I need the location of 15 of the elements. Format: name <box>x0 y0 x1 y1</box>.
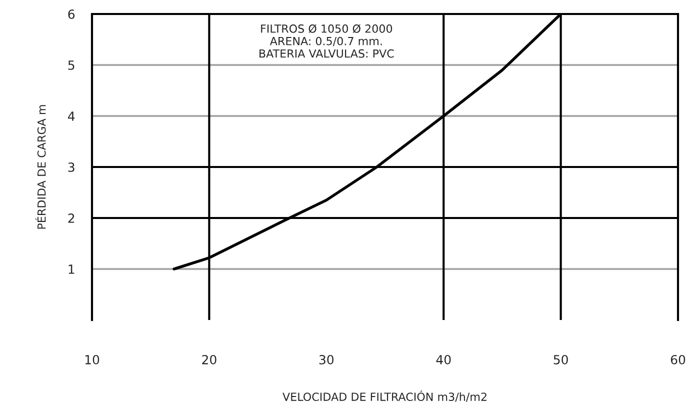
y-tick-label: 3 <box>68 162 74 172</box>
x-tick-label: 10 <box>85 354 100 364</box>
y-tick-label: 1 <box>68 264 74 274</box>
y-tick-label: 6 <box>68 9 75 19</box>
y-axis-title: PÉRDIDA DE CARGA m <box>35 105 46 229</box>
x-tick-label: 30 <box>319 354 334 364</box>
x-tick-label: 20 <box>202 354 216 364</box>
y-tick-label: 4 <box>68 112 75 121</box>
x-tick-label: 40 <box>436 354 451 364</box>
annotation: FILTROS Ø 1050 Ø 2000 ARENA: 0.5/0.7 mm. BATERIA VALVULAS: PVC <box>260 24 394 58</box>
x-axis-title: VELOCIDAD DE FILTRACIÓN m3/h/m2 <box>282 390 486 402</box>
y-tick-label: 5 <box>68 60 74 70</box>
y-tick-label: 2 <box>68 213 74 223</box>
x-tick-label: 60 <box>670 354 686 364</box>
x-tick-label: 50 <box>554 354 568 364</box>
